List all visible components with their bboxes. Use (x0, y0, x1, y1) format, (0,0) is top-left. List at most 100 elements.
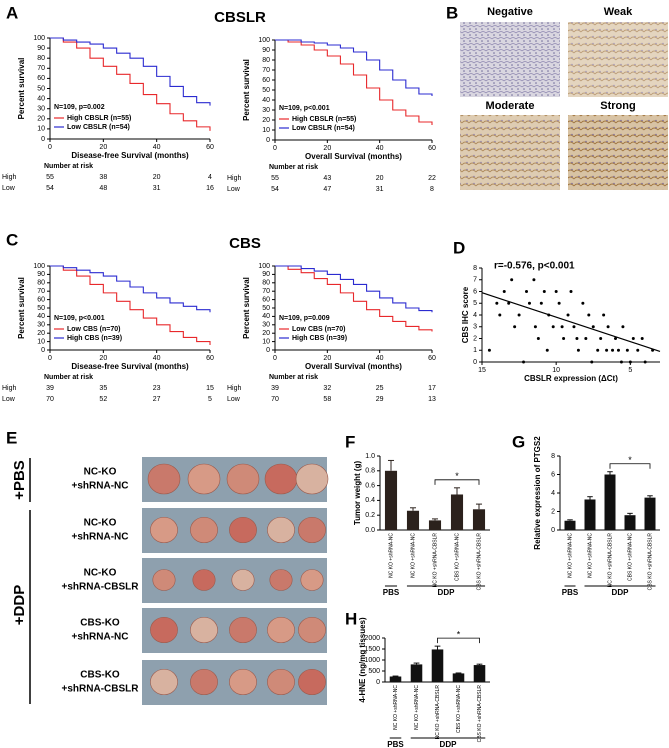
tumor (300, 569, 324, 591)
risk-value: 55 (46, 174, 54, 181)
panel-letter: D (453, 238, 465, 257)
point (572, 325, 576, 329)
ihc-image (568, 115, 668, 190)
point (581, 301, 585, 305)
risk-value: 58 (323, 396, 331, 403)
legend-label: High CBS (n=39) (292, 335, 347, 342)
y-tick-label: 0.0 (365, 527, 375, 534)
group-label: DDP (438, 588, 456, 597)
panel-letter: E (6, 428, 17, 447)
x-tick-label: 60 (206, 144, 214, 151)
x-tick-label: 0 (273, 145, 277, 152)
risk-value: 38 (99, 174, 107, 181)
x-axis-label: Disease-free Survival (months) (71, 151, 189, 160)
y-tick-label: 100 (33, 35, 45, 42)
point (596, 348, 600, 352)
tumor (187, 463, 221, 495)
x-tick-label: 10 (552, 367, 560, 374)
significance: * (457, 630, 461, 640)
tumor (226, 463, 260, 495)
tumor (147, 463, 181, 495)
point (551, 325, 555, 329)
point (562, 337, 566, 340)
row-label: +shRNA-CBSLR (62, 684, 140, 695)
point (625, 348, 629, 352)
group-title: CBSLR (214, 9, 266, 26)
y-tick-label: 40 (37, 313, 45, 320)
point (502, 290, 506, 293)
y-tick-label: 2 (473, 335, 477, 342)
point (643, 360, 647, 364)
x-tick-label: NC KO +shRNA-NC (587, 533, 593, 578)
panel-letter: F (345, 432, 355, 451)
x-tick-label: 60 (428, 145, 436, 152)
x-tick-label: NC KO +shRNA-NC (388, 533, 394, 578)
x-tick-label: CBS KO +shRNA-CBSLR (477, 685, 483, 743)
y-tick-label: 0.2 (365, 512, 375, 519)
x-tick-label: 20 (323, 355, 331, 362)
x-tick-label: NC KO +shRNA-NC (393, 685, 399, 730)
x-tick-label: 0 (273, 355, 277, 362)
x-tick-label: NC KO +shRNA-CBSLR (607, 533, 613, 588)
group-label: DDP (440, 740, 458, 748)
y-tick-label: 10 (37, 126, 45, 133)
row-label: NC-KO (84, 518, 117, 529)
risk-value: 15 (206, 385, 214, 392)
y-tick-label: 500 (368, 668, 380, 675)
annotation: N=109, p=0.009 (279, 315, 330, 322)
point (533, 325, 537, 329)
tumor (267, 616, 295, 644)
survival-curve (50, 265, 211, 313)
y-tick-label: 0.4 (365, 497, 375, 504)
x-tick-label: CBS KO +shRNA-NC (627, 533, 633, 581)
tumor (192, 569, 216, 591)
y-tick-label: 30 (262, 322, 270, 329)
ihc-label: Strong (600, 100, 635, 112)
point (614, 337, 617, 340)
risk-value: 47 (323, 186, 331, 193)
risk-value: 39 (46, 385, 54, 392)
risk-value: 43 (323, 175, 331, 182)
y-tick-label: 0.8 (365, 468, 375, 475)
ihc-image (568, 22, 668, 97)
x-axis-label: Disease-free Survival (months) (71, 362, 189, 371)
x-tick-label: NC KO +shRNA-NC (414, 685, 420, 730)
risk-row-label: High (2, 385, 17, 392)
panel-letter: A (6, 3, 18, 22)
tumor (295, 463, 329, 495)
point (539, 301, 543, 305)
point (542, 290, 546, 293)
panel-letter: B (446, 3, 458, 22)
y-tick-label: 2000 (364, 635, 380, 642)
y-axis-label: Tumor weight (g) (353, 461, 362, 526)
y-tick-label: 30 (37, 322, 45, 329)
y-tick-label: 80 (262, 280, 270, 287)
bar (406, 510, 420, 530)
legend-label: Low CBSLR (n=54) (292, 125, 355, 132)
point (636, 348, 640, 352)
point (628, 360, 632, 364)
risk-value: 16 (206, 185, 214, 192)
ihc-label: Weak (604, 6, 633, 18)
y-tick-label: 80 (37, 55, 45, 62)
risk-value: 17 (428, 385, 436, 392)
risk-row-label: Low (2, 396, 16, 403)
y-tick-label: 70 (37, 65, 45, 72)
y-tick-label: 6 (551, 471, 555, 478)
panel-letter: C (6, 230, 18, 249)
x-tick-label: 40 (376, 145, 384, 152)
point (631, 337, 635, 340)
risk-value: 54 (271, 186, 279, 193)
x-tick-label: 40 (376, 355, 384, 362)
y-tick-label: 20 (37, 116, 45, 123)
y-tick-label: 100 (33, 263, 45, 270)
survival-curve (275, 39, 433, 125)
risk-title: Number at risk (269, 374, 318, 381)
risk-title: Number at risk (44, 163, 93, 170)
risk-row-label: High (227, 175, 242, 182)
y-tick-label: 10 (262, 338, 270, 345)
annotation: N=109, p=0.002 (54, 104, 105, 111)
point (507, 301, 511, 305)
y-tick-label: 1500 (364, 646, 380, 653)
